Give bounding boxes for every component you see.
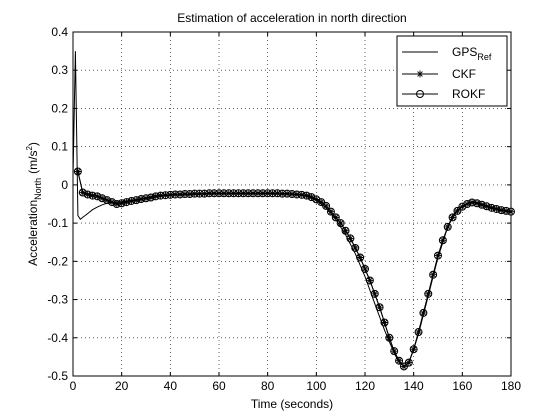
x-tick-label: 20: [115, 379, 129, 393]
legend-ckf-label: CKF: [452, 67, 476, 81]
y-tick-label: -0.4: [47, 331, 68, 345]
legend-gps-sub: Ref: [477, 52, 492, 62]
x-tick-label: 160: [452, 379, 472, 393]
x-tick-label: 120: [355, 379, 375, 393]
x-tick-label: 40: [164, 379, 178, 393]
y-tick-label: -0.5: [47, 369, 68, 383]
y-tick-label: 0: [61, 178, 68, 192]
y-tick-label: 0.2: [51, 101, 68, 115]
y-tick-label: 0.3: [51, 63, 68, 77]
y-tick-label: -0.1: [47, 216, 68, 230]
y-tick-label: 0.4: [51, 25, 68, 39]
x-tick-label: 140: [404, 379, 424, 393]
y-axis-label-sub: North: [33, 178, 43, 200]
legend-rokf-label: ROKF: [452, 87, 485, 101]
legend-ckf-asterisk-marker: [417, 71, 424, 78]
x-tick-label: 80: [261, 379, 275, 393]
x-tick-label: 180: [501, 379, 521, 393]
x-axis-label: Time (seconds): [251, 397, 333, 411]
x-tick-label: 60: [212, 379, 226, 393]
legend-gps-name: GPS: [452, 45, 477, 59]
y-tick-label: 0.1: [51, 140, 68, 154]
asterisk-strokes: [417, 71, 424, 78]
x-tick-label: 0: [70, 379, 77, 393]
legend: GPSRef CKF ROKF: [397, 36, 507, 106]
y-axis-label-unit-close: ): [26, 142, 40, 146]
y-axis-label-base: Acceleration: [26, 200, 40, 266]
legend-ckf-asterisk: [417, 71, 424, 78]
x-tick-label: 100: [306, 379, 326, 393]
y-tick-label: -0.3: [47, 293, 68, 307]
y-axis-label-unit: (m/s: [26, 151, 40, 174]
y-tick-label: -0.2: [47, 254, 68, 268]
chart-title: Estimation of acceleration in north dire…: [177, 11, 406, 25]
